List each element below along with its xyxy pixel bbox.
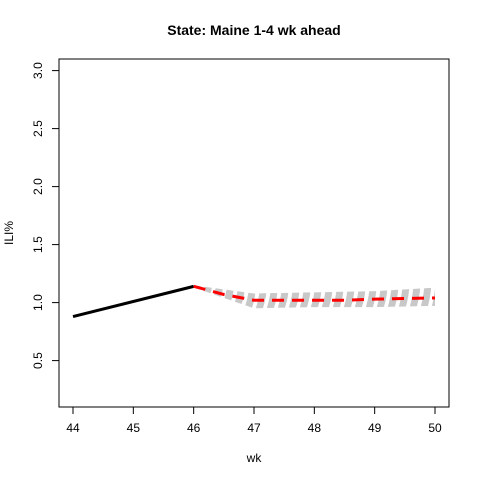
- x-tick-label: 50: [428, 421, 442, 435]
- y-tick-label: 1.0: [31, 294, 45, 311]
- plot-frame: [58, 58, 450, 408]
- x-tick-label: 49: [368, 421, 382, 435]
- x-axis-label: wk: [246, 451, 263, 465]
- forecast-sample-line: [193, 285, 436, 300]
- forecast-mean-line: [193, 284, 436, 302]
- forecast-sample-line: [193, 285, 436, 304]
- y-tick-label: 2.0: [31, 178, 45, 195]
- y-axis-label: ILI%: [2, 221, 16, 245]
- y-tick-label: 3.0: [31, 62, 45, 79]
- observed-line: [72, 284, 195, 318]
- x-tick-label: 47: [247, 421, 261, 435]
- forecast-sample-line: [193, 285, 436, 306]
- y-axis: 0.5 1.0 1.5 2.0 2.5 3.0: [31, 62, 59, 369]
- forecast-sample-line: [193, 285, 436, 307]
- chart-title: State: Maine 1-4 wk ahead: [167, 22, 341, 38]
- x-tick-label: 44: [66, 421, 80, 435]
- forecast-sample-line: [193, 285, 436, 299]
- x-axis: 44 45 46 47 48 49 50: [66, 407, 442, 435]
- x-tick-label: 45: [127, 421, 141, 435]
- forecast-sample-lines: [193, 285, 436, 309]
- forecast-sample-line: [193, 285, 436, 296]
- x-tick-label: 48: [308, 421, 322, 435]
- y-tick-label: 1.5: [31, 236, 45, 253]
- forecast-sample-line: [193, 285, 436, 297]
- y-tick-label: 0.5: [31, 352, 45, 369]
- x-tick-label: 46: [187, 421, 201, 435]
- series-lines: [72, 284, 436, 318]
- y-tick-label: 2.5: [31, 120, 45, 137]
- forecast-sample-line: [193, 285, 436, 309]
